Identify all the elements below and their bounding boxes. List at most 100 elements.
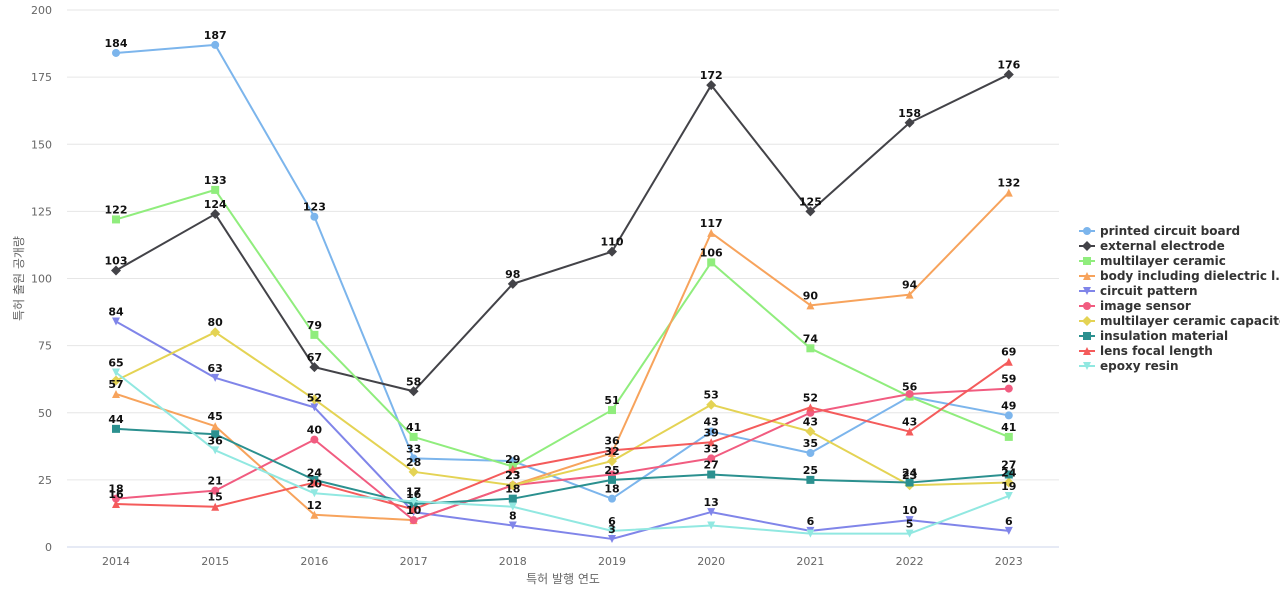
data-label: 41 xyxy=(1001,421,1016,434)
legend-label: multilayer ceramic xyxy=(1100,254,1226,268)
data-point xyxy=(112,389,120,398)
data-label: 18 xyxy=(108,483,123,496)
legend-item: circuit pattern xyxy=(1079,284,1198,298)
data-point xyxy=(608,475,616,484)
legend-label: insulation material xyxy=(1100,329,1228,343)
y-tick-label: 25 xyxy=(38,474,52,487)
y-tick-label: 75 xyxy=(38,340,52,353)
data-point xyxy=(707,258,716,267)
series-8 xyxy=(112,357,1013,514)
data-point xyxy=(1004,526,1013,535)
data-point xyxy=(309,362,320,373)
x-axis-title: 특허 발행 연도 xyxy=(526,571,600,586)
data-label: 24 xyxy=(902,467,918,480)
x-tick-label: 2019 xyxy=(598,555,626,568)
data-point xyxy=(707,470,716,479)
grid-lines xyxy=(67,9,1059,548)
data-point xyxy=(211,446,220,455)
data-label: 35 xyxy=(803,437,818,450)
data-point xyxy=(806,344,815,353)
legend-item: body including dielectric l... xyxy=(1079,269,1280,283)
data-label: 94 xyxy=(902,279,918,292)
data-label: 44 xyxy=(108,413,124,426)
legend-label: image sensor xyxy=(1100,299,1191,313)
data-point xyxy=(112,48,120,57)
data-point xyxy=(904,117,915,128)
series-line xyxy=(115,320,1009,540)
data-point xyxy=(806,403,815,412)
data-label: 123 xyxy=(303,201,326,214)
data-label: 103 xyxy=(105,254,128,267)
data-label: 8 xyxy=(509,510,517,523)
legend-item: multilayer ceramic capacitor xyxy=(1079,314,1280,328)
data-point xyxy=(211,486,220,495)
series-line xyxy=(115,191,1010,522)
series-9 xyxy=(112,368,1013,538)
data-point xyxy=(112,500,120,509)
data-point xyxy=(112,494,120,503)
series-0 xyxy=(112,40,1013,503)
data-point xyxy=(608,534,616,543)
series-1 xyxy=(111,69,1014,397)
data-label: 110 xyxy=(601,236,624,249)
data-point xyxy=(707,427,716,436)
data-label: 16 xyxy=(406,488,422,501)
data-label: 3 xyxy=(608,523,616,536)
data-label: 18 xyxy=(505,483,520,496)
y-tick-label: 125 xyxy=(31,205,52,218)
y-tick-label: 100 xyxy=(31,273,52,286)
data-point xyxy=(508,494,517,503)
data-point xyxy=(508,465,517,474)
legend-marker xyxy=(1083,287,1091,295)
data-point xyxy=(607,246,617,257)
data-point xyxy=(806,301,815,310)
data-label: 33 xyxy=(406,442,421,455)
data-label: 69 xyxy=(1001,346,1016,359)
series-6 xyxy=(111,327,1014,491)
data-label: 56 xyxy=(902,381,918,394)
data-point xyxy=(905,290,914,299)
legend-marker xyxy=(1083,257,1091,265)
legend-label: lens focal length xyxy=(1100,344,1213,358)
data-point xyxy=(211,422,220,431)
legend-label: epoxy resin xyxy=(1100,359,1179,373)
legend-marker xyxy=(1083,347,1091,355)
data-label: 36 xyxy=(208,434,224,447)
data-point xyxy=(409,497,418,506)
data-label: 16 xyxy=(108,488,124,501)
data-point xyxy=(309,394,320,405)
data-label: 187 xyxy=(204,29,227,42)
legend-marker xyxy=(1083,272,1091,280)
legend-item: printed circuit board xyxy=(1079,224,1240,238)
data-label: 45 xyxy=(208,410,223,423)
data-point xyxy=(1004,432,1013,441)
data-label: 33 xyxy=(704,442,719,455)
data-label: 59 xyxy=(1001,373,1016,386)
legend-item: external electrode xyxy=(1079,239,1225,253)
data-point xyxy=(210,327,221,338)
data-label: 43 xyxy=(704,416,719,429)
y-tick-label: 175 xyxy=(31,71,52,84)
data-point xyxy=(905,389,914,398)
data-point xyxy=(409,454,418,463)
legend-item: epoxy resin xyxy=(1079,359,1179,373)
data-label: 98 xyxy=(505,268,520,281)
data-point xyxy=(112,368,120,377)
data-label: 25 xyxy=(604,464,619,477)
data-label: 80 xyxy=(208,316,224,329)
y-tick-label: 150 xyxy=(31,138,52,151)
data-label: 57 xyxy=(108,378,123,391)
data-label: 133 xyxy=(204,174,227,187)
data-label: 29 xyxy=(505,453,520,466)
data-label: 20 xyxy=(307,477,323,490)
series-line xyxy=(115,73,1010,393)
series-line xyxy=(115,371,1010,535)
legend-label: circuit pattern xyxy=(1100,284,1198,298)
data-point xyxy=(508,521,517,530)
data-label: 23 xyxy=(902,469,917,482)
data-point xyxy=(1004,491,1013,500)
data-point xyxy=(707,508,716,517)
y-tick-label: 0 xyxy=(45,541,52,554)
data-point xyxy=(111,265,121,276)
